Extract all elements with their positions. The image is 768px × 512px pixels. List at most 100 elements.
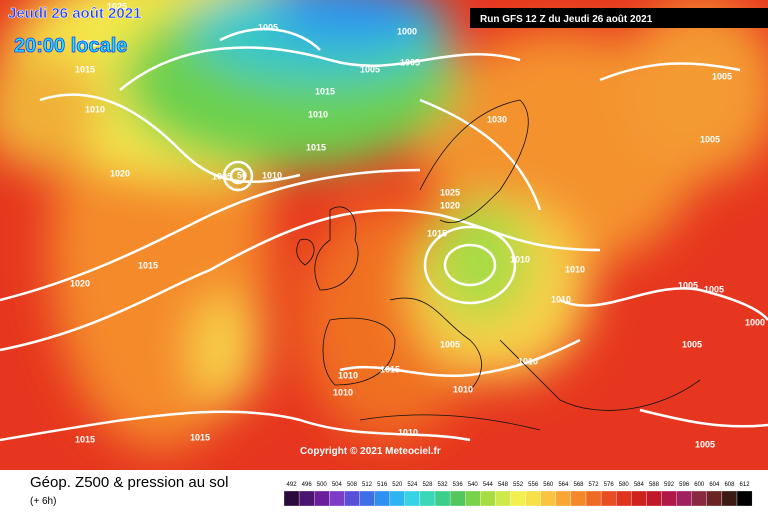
isobar-label: 1000 [397, 26, 417, 36]
scale-swatch [480, 490, 496, 507]
time: 20:00 locale [14, 35, 127, 57]
isobar-label: 1005 [712, 71, 732, 81]
scale-swatch [389, 490, 405, 507]
isobar-label: 1015 [75, 434, 95, 444]
isobar-label: 1015 [138, 260, 158, 270]
isobar-label: 1010 [262, 170, 282, 180]
scale-label: 516 [377, 482, 388, 488]
scale-label: 560 [543, 482, 554, 488]
isobar-label: 1015 [380, 364, 400, 374]
scale-label: 608 [724, 482, 735, 488]
isobars [0, 27, 768, 442]
scale-label: 604 [709, 482, 720, 488]
scale-swatch [555, 490, 572, 507]
isobar-label: 1005 [700, 134, 720, 144]
map: 1025 1025 1005 1000 1005 1005 1015 1010 1015 1010… [0, 0, 768, 470]
scale-swatch [706, 490, 723, 507]
scale-label: 612 [740, 482, 751, 488]
scale-label: 556 [528, 482, 539, 488]
scale-label: 492 [287, 482, 298, 488]
scale-swatch [465, 490, 481, 507]
scale-label: 576 [604, 482, 615, 488]
scale-swatch [283, 490, 300, 507]
scale-swatch [721, 490, 738, 507]
scale-label: 504 [332, 482, 343, 488]
isobar-label: 1010 [308, 109, 328, 119]
scale-label: 520 [392, 482, 403, 488]
scale-label: 596 [679, 482, 690, 488]
isobar-label: 1030 [487, 114, 507, 124]
isobar-label: 1025 [78, 38, 98, 48]
run-box [470, 8, 768, 28]
isobar-label: 1000 [745, 317, 765, 327]
scale-label: 524 [407, 482, 418, 488]
scale-label: 548 [498, 482, 509, 488]
scale-swatch [344, 490, 360, 507]
isobar-label: 1015 [306, 142, 326, 152]
isobar-label: 1010 [85, 104, 105, 114]
isobar-label: 1020 [110, 168, 130, 178]
scale-label: 512 [362, 482, 373, 488]
scale-swatch [449, 490, 466, 507]
scale-swatch [646, 490, 662, 507]
scale-swatch [495, 490, 511, 507]
scale-swatch [434, 490, 451, 507]
isobar-label: 1010 [518, 356, 538, 366]
isobar-label: 1010 [333, 387, 353, 397]
isobar-label: 1015 [75, 64, 95, 74]
scale-label: 500 [317, 482, 328, 488]
scale-label: 496 [302, 482, 313, 488]
scale-label: 532 [438, 482, 449, 488]
isobar-label: 1025 [107, 1, 127, 11]
isobar-label: 1005 [695, 439, 715, 449]
isobar-label: 1005 [400, 57, 420, 67]
scale-label: 588 [649, 482, 660, 488]
scale-swatch [510, 490, 526, 507]
scale-swatch [736, 490, 753, 507]
isobar-label: 1005 [704, 284, 724, 294]
scale-swatch [359, 490, 375, 507]
legend-title: Géop. Z500 & pression au sol [30, 474, 228, 491]
scale-swatch [616, 490, 632, 507]
isobar-label: 1010 [338, 370, 358, 380]
isobar-label: 1020 [440, 200, 460, 210]
isobar-label: 1010 [565, 264, 585, 274]
isobar-label: 1005 [360, 64, 380, 74]
scale-label: 592 [664, 482, 675, 488]
scale-label: 528 [422, 482, 433, 488]
scale-label: 564 [558, 482, 569, 488]
scale-label: 508 [347, 482, 358, 488]
scale-label: 544 [483, 482, 494, 488]
scale-swatch [374, 490, 390, 507]
color-scale: 492 496 500 504 508 512 516 520 524 528 532 536 540 5… [283, 482, 753, 507]
scale-label: 572 [589, 482, 600, 488]
scale-swatch [298, 490, 315, 507]
isobar-label: 1010 [398, 427, 418, 437]
scale-label: 580 [619, 482, 630, 488]
date: Jeudi 26 août 2021 [8, 5, 141, 22]
scale-swatch [570, 490, 587, 507]
scale-swatch [661, 490, 677, 507]
isobar-labels: 1025 1025 1005 1000 1005 1005 1015 1010 1015 1010… [70, 1, 765, 449]
scale-swatch [540, 490, 556, 507]
scale-label: 536 [453, 482, 464, 488]
scale-label: 584 [634, 482, 645, 488]
isobar-label: 1005 [258, 22, 278, 32]
copyright: Copyright © 2021 Meteociel.fr [300, 446, 441, 457]
isobar-label: 50 [237, 170, 247, 180]
scale-swatch [600, 490, 617, 507]
isobar-label: 1020 [70, 278, 90, 288]
scale-label: 568 [573, 482, 584, 488]
coastlines [296, 99, 701, 431]
isobar-label: 1015 [315, 86, 335, 96]
run: Run GFS 12 Z du Jeudi 26 août 2021 [480, 14, 653, 25]
isobar-label: 1010 [453, 384, 473, 394]
scale-swatch [314, 490, 330, 507]
isobar-label: 1010 [510, 254, 530, 264]
isobar-label: 1005 [212, 171, 232, 181]
scale-label: 600 [694, 482, 705, 488]
scale-swatch [676, 490, 692, 507]
scale-label: 540 [468, 482, 479, 488]
isobar-label: 1005 [678, 280, 698, 290]
